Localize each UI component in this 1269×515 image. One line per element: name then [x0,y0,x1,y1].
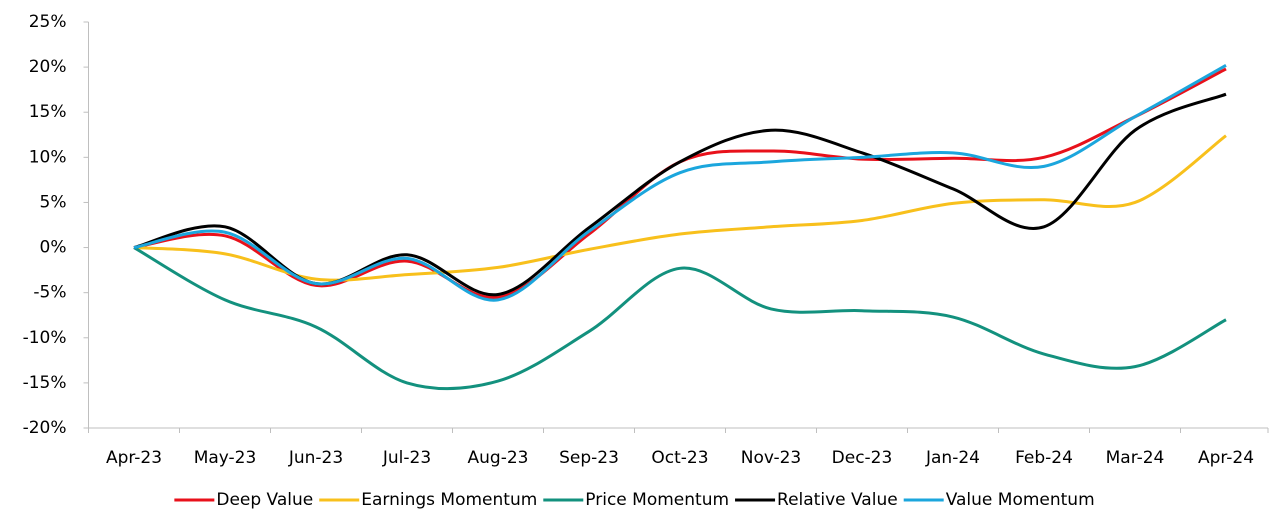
y-tick-label: -15% [23,373,67,393]
x-tick-label: Dec-23 [832,448,893,468]
x-tick-label: Feb-24 [1015,448,1073,468]
legend-label: Earnings Momentum [361,490,537,510]
series-line [133,246,1227,391]
y-tick-label: -10% [23,328,67,348]
legend: Deep Value Earnings Momentum Price Momentu… [174,490,1095,510]
x-tick-label: Jul-23 [382,448,431,468]
x-tick-label: Sep-23 [559,448,619,468]
series-line [133,64,1227,302]
legend-label: Relative Value [777,490,898,510]
y-tick-label: 25% [29,12,67,32]
y-tick-label: -5% [33,283,66,303]
x-tick-label: Jun-23 [288,448,343,468]
legend-label: Deep Value [216,490,313,510]
x-tick-label: Apr-23 [106,448,162,468]
x-tick-label: Nov-23 [741,448,802,468]
legend-label: Price Momentum [585,490,729,510]
x-tick-label: Oct-23 [651,448,708,468]
y-tick-label: 0% [40,238,67,258]
y-tick-label: 5% [40,192,67,212]
series-line [133,134,1227,282]
x-tick-label: Mar-24 [1106,448,1165,468]
y-tick-label: 20% [29,57,67,77]
y-tick-label: 10% [29,147,67,167]
x-tick-label: Apr-24 [1198,448,1254,468]
x-tick-label: May-23 [194,448,257,468]
series-line [133,92,1227,297]
series-line [133,67,1227,299]
x-tick-label: Jan-24 [925,448,980,468]
legend-label: Value Momentum [946,490,1095,510]
y-tick-label: 15% [29,102,67,122]
x-tick-label: Aug-23 [468,448,529,468]
y-tick-label: -20% [23,418,67,438]
